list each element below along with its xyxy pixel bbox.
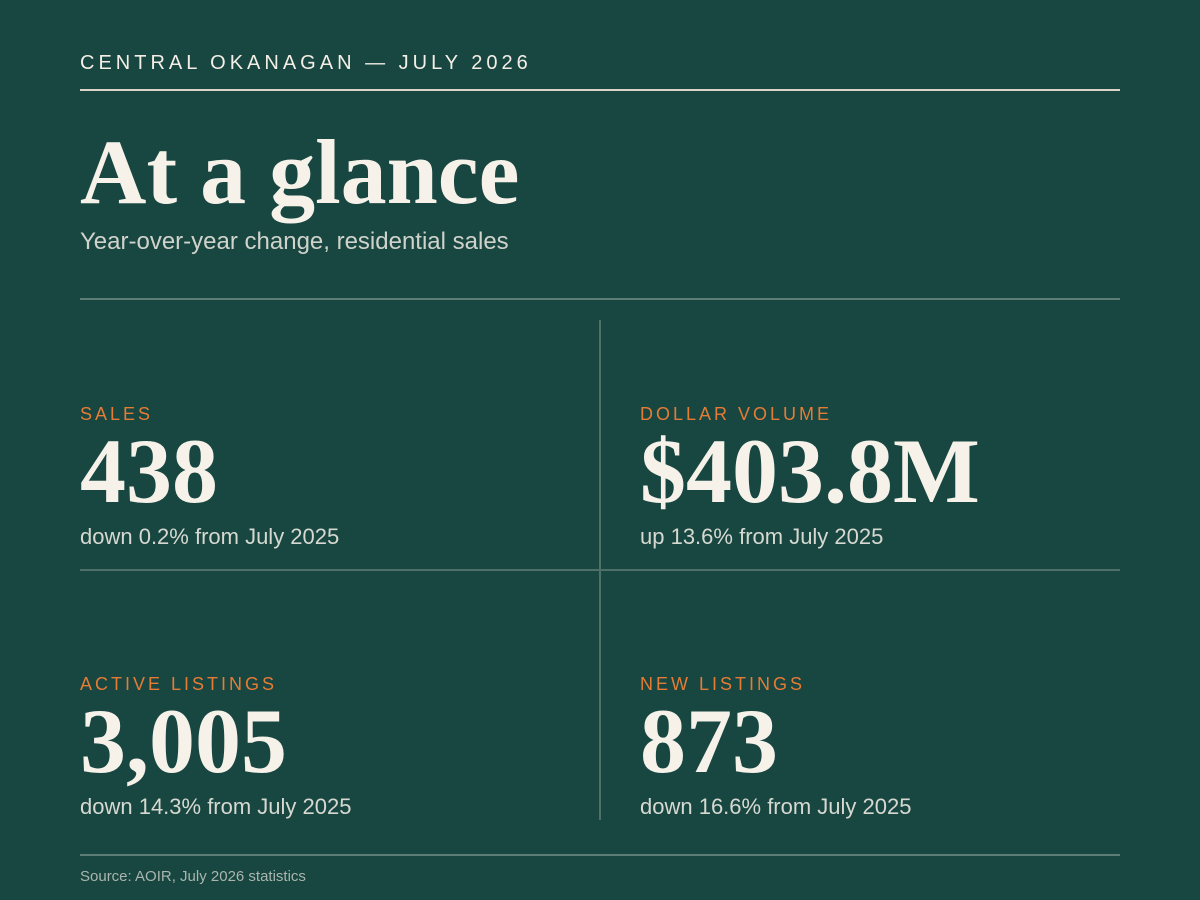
- stat-label: DOLLAR VOLUME: [640, 404, 833, 424]
- stat-label: SALES: [80, 404, 154, 424]
- stat-change: down 0.2% from July 2025: [80, 524, 340, 549]
- stat-value: $403.8M: [640, 420, 980, 522]
- stat-label: ACTIVE LISTINGS: [80, 674, 278, 694]
- stat-value: 873: [640, 690, 778, 792]
- page-title: At a glance: [80, 121, 520, 223]
- stat-card-active-listings: ACTIVE LISTINGS 3,005 down 14.3% from Ju…: [80, 674, 560, 820]
- stat-change: down 14.3% from July 2025: [80, 794, 352, 819]
- stat-card-dollar-volume: DOLLAR VOLUME $403.8M up 13.6% from July…: [640, 404, 1120, 550]
- footer-rule: [80, 854, 1120, 856]
- stat-label: NEW LISTINGS: [640, 674, 806, 694]
- section-rule: [80, 298, 1120, 300]
- stat-card-new-listings: NEW LISTINGS 873 down 16.6% from July 20…: [640, 674, 1120, 820]
- region-date-eyebrow: CENTRAL OKANAGAN — JULY 2026: [80, 52, 532, 74]
- stat-change: up 13.6% from July 2025: [640, 524, 884, 549]
- stat-value: 3,005: [80, 690, 287, 792]
- source-note: Source: AOIR, July 2026 statistics: [80, 868, 306, 885]
- stat-value: 438: [80, 420, 218, 522]
- grid-horizontal-divider: [80, 569, 1120, 571]
- top-rule: [80, 89, 1120, 91]
- stat-change: down 16.6% from July 2025: [640, 794, 912, 819]
- stat-card-sales: SALES 438 down 0.2% from July 2025: [80, 404, 560, 550]
- page-subtitle: Year-over-year change, residential sales: [80, 228, 509, 255]
